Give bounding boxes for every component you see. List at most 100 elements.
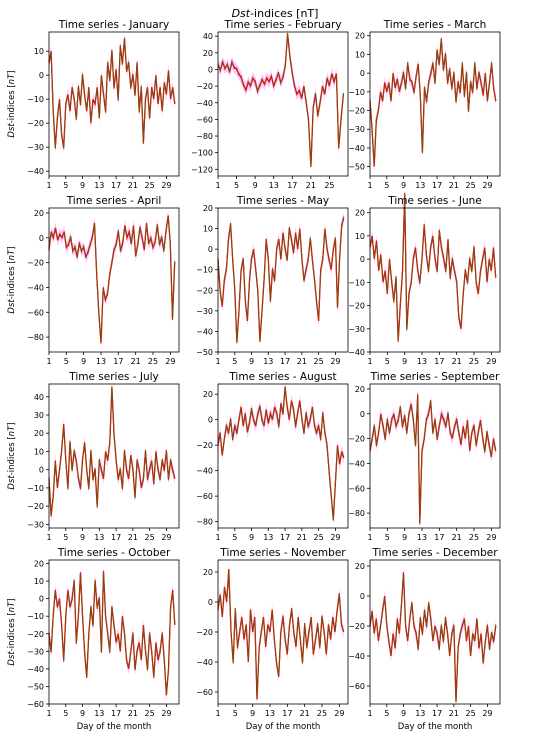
series-brown-may <box>217 216 345 344</box>
y-tick-label: 0 <box>360 592 365 601</box>
x-tick-label: 17 <box>434 533 444 542</box>
y-tick-label: −40 <box>27 167 44 176</box>
x-tick-label: 29 <box>161 181 171 190</box>
x-tick-label: 29 <box>482 709 492 718</box>
x-tick-label: 13 <box>94 709 104 718</box>
x-tick-label: 1 <box>46 533 51 542</box>
series-red-september <box>369 395 497 524</box>
panel-title: Time series - September <box>370 371 500 383</box>
x-axis-label: Day of the month <box>246 722 321 732</box>
x-tick-label: 13 <box>417 357 427 366</box>
x-tick-label: 5 <box>232 533 237 542</box>
x-tick-label: 9 <box>402 533 407 542</box>
y-tick-label: −20 <box>27 259 44 268</box>
band-september <box>370 389 496 529</box>
y-tick-label: −40 <box>348 652 365 661</box>
panel-october: Time series - October −60 −50 −40 −30 −20 −10 0… <box>7 547 180 732</box>
x-tick-label: 25 <box>466 181 476 190</box>
y-tick-label: 0 <box>360 69 365 78</box>
y-tick-label: −80 <box>348 509 365 518</box>
x-axis-label: Day of the month <box>77 722 152 732</box>
axes-frame <box>48 559 180 705</box>
x-tick-label: 9 <box>402 357 407 366</box>
y-tick-label: 20 <box>203 390 213 399</box>
y-tick-label: 10 <box>355 232 365 241</box>
x-tick-label: 5 <box>234 181 239 190</box>
x-tick-label: 17 <box>282 709 292 718</box>
x-tick-label: 17 <box>280 533 290 542</box>
x-tick-label: 5 <box>63 709 68 718</box>
axes-frame <box>369 207 501 353</box>
y-axis-label: Dst-indices [nT] <box>7 598 17 665</box>
series-red-july <box>48 387 176 516</box>
y-tick-label: −10 <box>27 612 44 621</box>
x-tick-label: 9 <box>253 181 258 190</box>
y-tick-label: −100 <box>191 149 213 158</box>
panel-title: Time series - April <box>66 195 162 207</box>
x-tick-label: 13 <box>269 181 279 190</box>
y-tick-label: 10 <box>34 447 44 456</box>
x-tick-label: 13 <box>263 533 273 542</box>
series-brown-june <box>369 192 497 342</box>
x-tick-label: 5 <box>384 709 389 718</box>
y-tick-label: 20 <box>34 429 44 438</box>
band-march <box>370 33 496 173</box>
y-tick-label: 0 <box>39 234 44 243</box>
y-tick-label: 20 <box>203 49 213 58</box>
series-brown-september <box>369 393 497 525</box>
series-brown-july <box>48 386 176 517</box>
panel-title: Time series - May <box>236 195 329 207</box>
x-tick-label: 5 <box>384 181 389 190</box>
x-tick-label: 5 <box>385 357 390 366</box>
x-tick-label: 9 <box>401 181 406 190</box>
x-tick-label: 13 <box>265 709 275 718</box>
x-tick-label: 13 <box>415 709 425 718</box>
x-tick-label: 13 <box>94 533 104 542</box>
panel-may: Time series - May −50 −40 −30 −20 −10 0 10 20 1 5 9… <box>196 195 349 366</box>
panel-title: Time series - November <box>219 547 346 559</box>
y-tick-label: 10 <box>203 225 213 234</box>
x-tick-label: 13 <box>96 357 106 366</box>
y-tick-label: −20 <box>27 119 44 128</box>
axes-frame <box>217 207 349 353</box>
y-tick-label: −40 <box>196 99 213 108</box>
x-tick-label: 21 <box>128 709 138 718</box>
x-tick-label: 25 <box>317 709 327 718</box>
x-tick-label: 5 <box>64 357 69 366</box>
x-tick-label: 25 <box>145 533 155 542</box>
axes-frame <box>217 383 349 529</box>
x-tick-label: 29 <box>165 357 175 366</box>
x-tick-label: 21 <box>128 533 138 542</box>
x-tick-label: 21 <box>306 181 316 190</box>
y-axis-label: Dst-indices [nT] <box>7 246 17 313</box>
x-tick-label: 25 <box>324 181 334 190</box>
panel-august: Time series - August −80 −60 −40 −20 0 20 1 5 9 13… <box>196 371 349 542</box>
panel-title: Time series - February <box>223 19 341 31</box>
y-tick-label: −60 <box>348 682 365 691</box>
y-tick-label: 40 <box>34 393 44 402</box>
band-august <box>218 381 344 526</box>
y-tick-label: 20 <box>355 32 365 41</box>
x-tick-label: 29 <box>161 533 171 542</box>
x-tick-label: 1 <box>215 709 220 718</box>
panel-december: Time series - December −60 −40 −20 0 20 1 5 9 13 1… <box>348 547 501 732</box>
x-tick-label: 1 <box>215 533 220 542</box>
series-red-february <box>217 34 345 167</box>
y-tick-label: 20 <box>355 562 365 571</box>
band-february <box>218 28 344 173</box>
panel-title: Time series - July <box>68 371 158 383</box>
y-tick-label: −120 <box>191 165 213 174</box>
y-tick-label: 0 <box>208 416 213 425</box>
x-tick-label: 17 <box>111 181 121 190</box>
y-tick-label: −20 <box>27 502 44 511</box>
x-tick-label: 17 <box>113 357 123 366</box>
y-tick-label: −80 <box>196 132 213 141</box>
y-tick-label: −20 <box>348 107 365 116</box>
y-tick-label: −10 <box>196 266 213 275</box>
y-axis-label: Dst-indices [nT] <box>7 70 17 137</box>
x-tick-label: 1 <box>46 709 51 718</box>
y-tick-label: −40 <box>196 467 213 476</box>
panel-title: Time series - March <box>383 19 487 31</box>
series-brown-december <box>369 571 497 703</box>
